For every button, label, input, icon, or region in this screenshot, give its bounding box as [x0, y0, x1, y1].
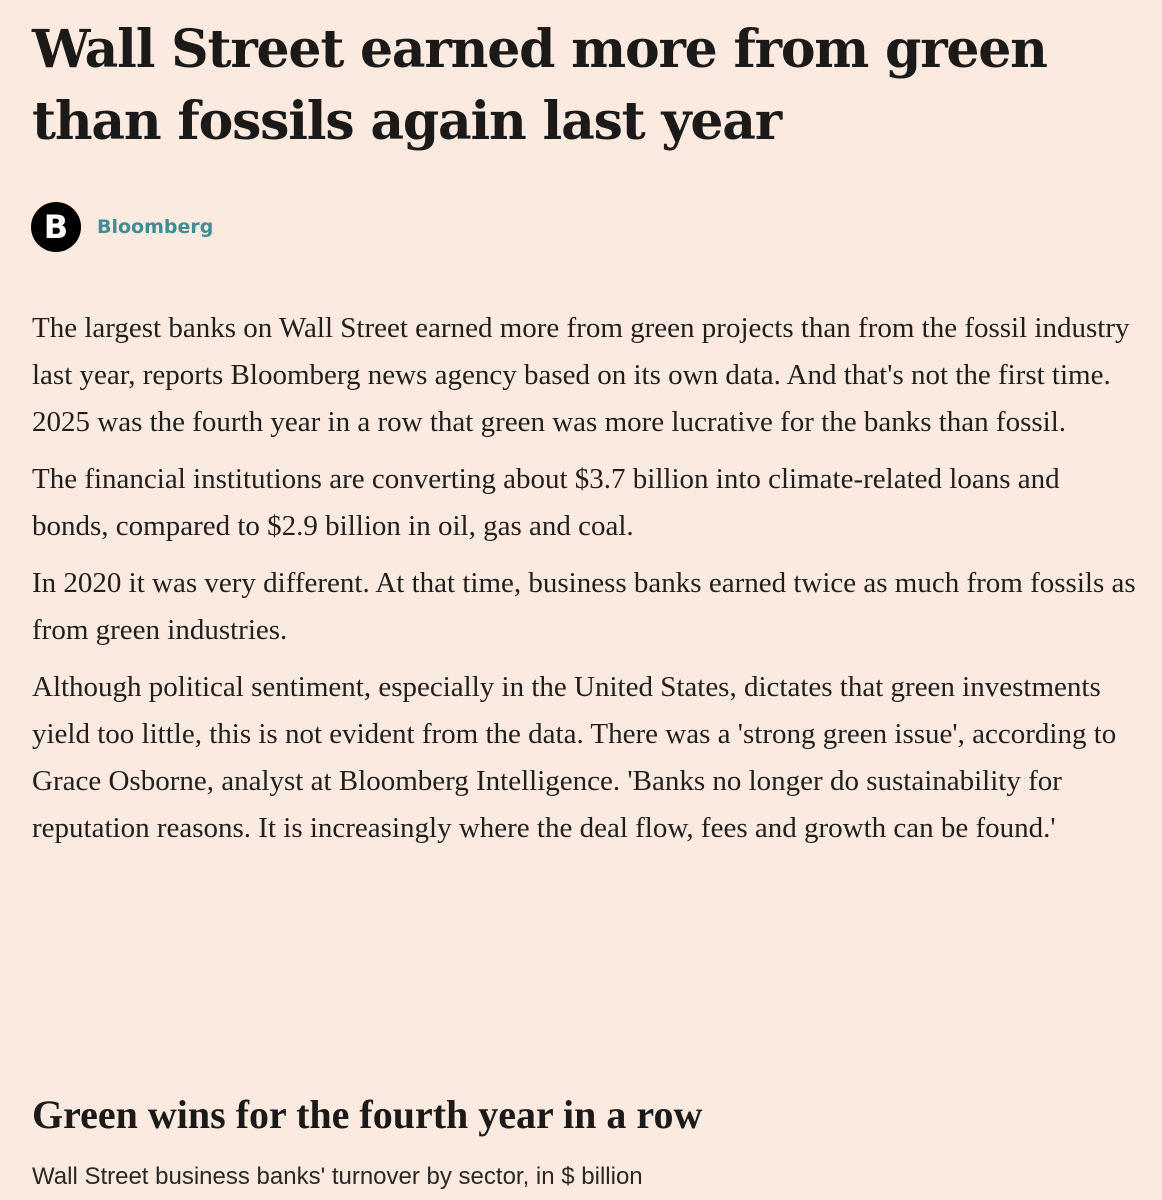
- bloomberg-logo-icon[interactable]: B: [31, 202, 81, 252]
- article-headline: Wall Street earned more from green than …: [32, 19, 1048, 152]
- section-heading: Green wins for the fourth year in a row: [32, 1092, 703, 1137]
- paragraph-1: The largest banks on Wall Street earned …: [32, 312, 1130, 438]
- chart-subtitle: Wall Street business banks' turnover by …: [32, 1163, 643, 1190]
- paragraph-2: The financial institutions are convertin…: [32, 463, 1060, 542]
- paragraph-4: Although political sentiment, especially…: [32, 671, 1117, 844]
- article-body: The largest banks on Wall Street earned …: [32, 305, 1140, 862]
- byline: B Bloomberg: [31, 202, 213, 252]
- paragraph-3: In 2020 it was very different. At that t…: [32, 567, 1136, 646]
- source-link[interactable]: Bloomberg: [97, 216, 214, 238]
